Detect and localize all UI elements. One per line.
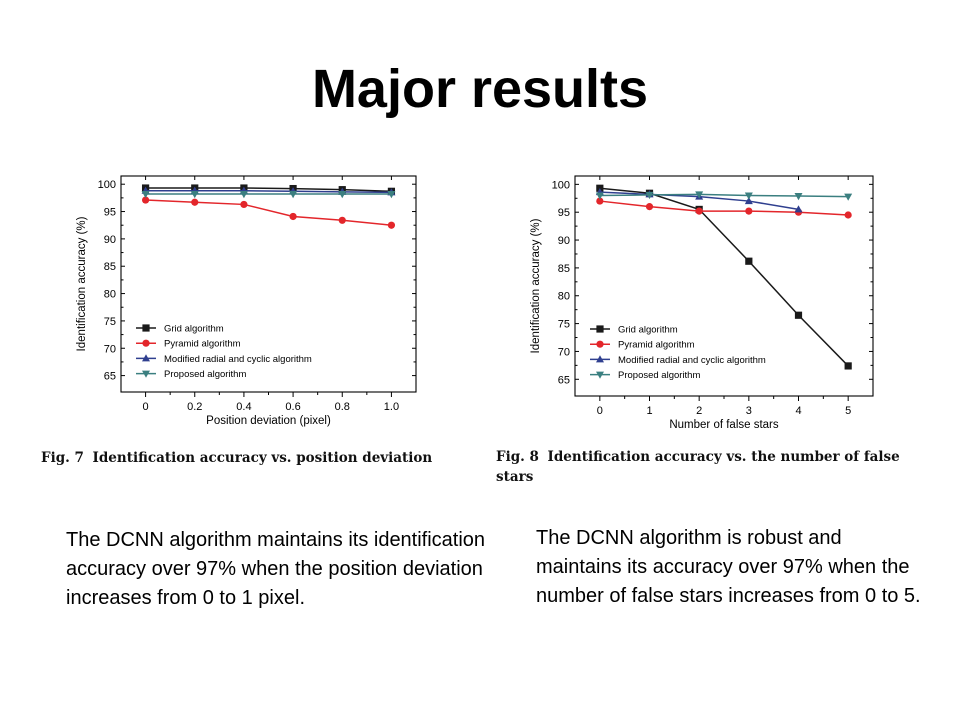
chart1-legend-label-grid-algorithm: Grid algorithm [164, 324, 224, 335]
chart1-x-tick-label: 0.8 [335, 401, 350, 413]
chart1-point-proposed-algorithm [239, 191, 248, 199]
chart1-y-tick-label: 85 [104, 261, 116, 273]
chart1-y-tick-label: 75 [104, 316, 116, 328]
chart1-series-line-grid-algorithm [145, 187, 392, 193]
chart1-y-tick-label: 90 [104, 234, 116, 246]
chart1-point-pyramid-algorithm [289, 212, 297, 221]
chart1-x-tick-label: 0 [143, 401, 149, 413]
chart1-legend-marker-pyramid-algorithm [142, 339, 150, 347]
chart2-point-modified-radial-and-cyclic-algorithm [744, 196, 753, 205]
chart2-legend-label-modified-radial-and-cyclic-algorithm: Modified radial and cyclic algorithm [618, 355, 766, 366]
chart2-point-pyramid-algorithm [745, 207, 753, 215]
chart1-point-pyramid-algorithm [240, 200, 248, 209]
chart1-point-pyramid-algorithm [338, 216, 346, 224]
chart1-x-axis-label: Position deviation (pixel) [206, 415, 331, 427]
chart2-legend-label-proposed-algorithm: Proposed algorithm [618, 370, 700, 381]
chart2-legend-marker-modified-radial-and-cyclic-algorithm [596, 355, 604, 363]
chart2-y-tick-label: 90 [558, 235, 570, 247]
chart2-point-proposed-algorithm [645, 191, 654, 200]
chart1-x-tick-label: 1.0 [384, 401, 399, 413]
chart2-y-tick-label: 70 [558, 346, 570, 358]
chart2-y-tick-label: 95 [558, 207, 570, 219]
chart2-legend-marker-pyramid-algorithm [596, 340, 604, 348]
figure-caption-7-text: Identification accuracy vs. position dev… [92, 450, 433, 466]
chart1-y-tick-label: 80 [104, 289, 116, 301]
chart1-series-line-pyramid-algorithm [145, 199, 392, 226]
chart1-series-line-modified-radial-and-cyclic-algorithm [145, 190, 392, 194]
figure-caption-8: Fig. 8 Identification accuracy vs. the n… [496, 447, 936, 487]
chart1-y-tick-label: 100 [98, 179, 116, 191]
chart2-y-tick-label: 80 [558, 291, 570, 303]
chart2-y-tick-label: 100 [552, 179, 570, 191]
chart2-point-grid-algorithm [745, 257, 753, 265]
chart2-series-line-grid-algorithm [599, 187, 849, 367]
chart2-legend-marker-grid-algorithm [596, 325, 604, 333]
chart1-legend-marker-modified-radial-and-cyclic-algorithm [142, 354, 150, 362]
chart1-point-pyramid-algorithm [191, 198, 199, 206]
chart2-legend-label-grid-algorithm: Grid algorithm [618, 325, 678, 336]
figure-caption-8-text: Identification accuracy vs. the number o… [496, 449, 900, 485]
chart-position-deviation: 65 70 75 80 85 90 95 100 0 0.2 0.4 0.6 0.8 1.0 Positio… [74, 170, 424, 447]
chart2-y-tick-label: 85 [558, 263, 570, 275]
chart2-point-proposed-algorithm [744, 192, 753, 200]
chart2-point-proposed-algorithm [695, 191, 704, 199]
chart1-legend-marker-grid-algorithm [142, 324, 150, 332]
chart2-point-grid-algorithm [844, 362, 852, 370]
slide-title: Major results [311, 59, 649, 119]
chart1-point-proposed-algorithm [338, 191, 347, 199]
figure-label-7: Fig. 7 [41, 450, 84, 466]
chart1-legend-label-pyramid-algorithm: Pyramid algorithm [164, 339, 241, 350]
chart2-legend-label-pyramid-algorithm: Pyramid algorithm [618, 340, 695, 351]
chart1-y-tick-label: 65 [104, 371, 116, 383]
chart-false-stars: 65 70 75 80 85 90 95 100 0 1 2 3 4 5 Number of false s… [528, 170, 882, 447]
chart1-point-proposed-algorithm [141, 191, 150, 199]
chart1-point-pyramid-algorithm [141, 196, 150, 204]
chart1-point-proposed-algorithm [190, 191, 199, 199]
chart1-y-tick-label: 70 [104, 343, 116, 355]
result-text-left: The DCNN algorithm maintains its identif… [66, 529, 486, 609]
chart2-point-proposed-algorithm [595, 192, 604, 200]
chart1-point-pyramid-algorithm [387, 221, 396, 229]
chart1-y-tick-label: 95 [104, 207, 116, 219]
chart2-point-pyramid-algorithm [645, 203, 654, 211]
chart2-series-line-pyramid-algorithm [599, 200, 849, 216]
chart2-point-grid-algorithm [794, 311, 803, 319]
chart1-x-tick-label: 0.6 [285, 401, 300, 413]
chart1-x-tick-label: 0.2 [187, 401, 202, 413]
chart2-point-proposed-algorithm [794, 193, 803, 201]
chart1-legend-marker-proposed-algorithm [142, 370, 150, 378]
chart2-x-tick-label: 3 [746, 405, 752, 417]
chart1-legend-label-modified-radial-and-cyclic-algorithm: Modified radial and cyclic algorithm [164, 354, 312, 365]
chart2-point-modified-radial-and-cyclic-algorithm [794, 205, 803, 213]
chart2-y-tick-label: 65 [558, 374, 570, 386]
chart1-y-axis-label: Identification accuracy (%) [76, 216, 88, 351]
chart2-point-pyramid-algorithm [596, 197, 604, 205]
chart2-point-pyramid-algorithm [695, 207, 703, 215]
chart2-x-tick-label: 1 [646, 405, 652, 417]
chart2-x-tick-label: 4 [795, 405, 801, 417]
chart2-point-proposed-algorithm [844, 193, 853, 201]
chart1-point-proposed-algorithm [289, 191, 298, 199]
chart2-series-line-proposed-algorithm [599, 193, 849, 198]
chart1-point-proposed-algorithm [387, 191, 396, 199]
chart2-y-axis-label: Identification accuracy (%) [530, 218, 542, 353]
figure-caption-7: Fig. 7 Identification accuracy vs. posit… [41, 448, 471, 468]
chart2-legend-marker-proposed-algorithm [596, 371, 604, 379]
chart-false-stars-svg: 65 70 75 80 85 90 95 100 0 1 2 3 4 5 Number of false s… [530, 175, 874, 431]
result-text-right: The DCNN algorithm is robust and maintai… [536, 527, 921, 607]
chart2-x-axis-label: Number of false stars [669, 419, 779, 431]
chart2-x-tick-label: 2 [696, 405, 702, 417]
figure-label-8: Fig. 8 [496, 449, 539, 465]
chart2-x-tick-label: 0 [597, 405, 603, 417]
chart2-x-tick-label: 5 [845, 405, 851, 417]
chart1-legend-label-proposed-algorithm: Proposed algorithm [164, 369, 246, 380]
chart-position-deviation-svg: 65 70 75 80 85 90 95 100 0 0.2 0.4 0.6 0.8 1.0 Positio… [76, 175, 417, 427]
chart2-y-tick-label: 75 [558, 319, 570, 331]
chart1-x-tick-label: 0.4 [236, 401, 251, 413]
chart2-point-pyramid-algorithm [844, 211, 852, 219]
